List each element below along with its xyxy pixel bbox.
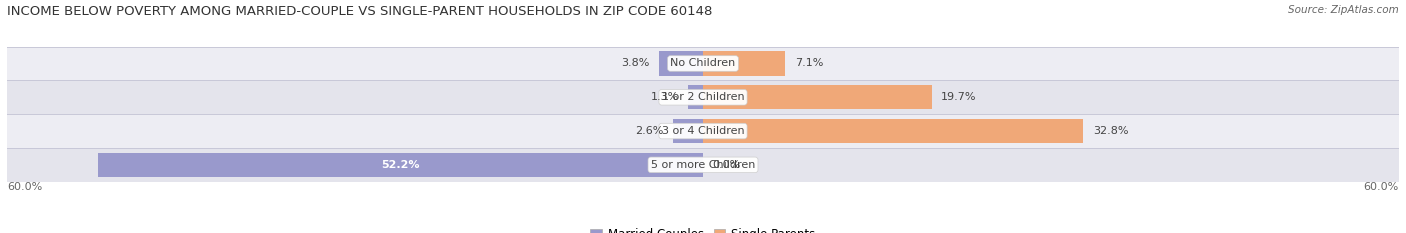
Text: 3.8%: 3.8% [621,58,650,69]
Text: 5 or more Children: 5 or more Children [651,160,755,170]
Text: 1 or 2 Children: 1 or 2 Children [662,92,744,102]
Text: 60.0%: 60.0% [1364,182,1399,192]
Bar [673,119,703,143]
Bar [703,51,786,76]
Bar [7,148,1399,182]
Legend: Married Couples, Single Parents: Married Couples, Single Parents [586,224,820,233]
Bar [703,85,932,110]
Bar [7,114,1399,148]
Text: 52.2%: 52.2% [381,160,419,170]
Text: 0.0%: 0.0% [713,160,741,170]
Bar [97,153,703,177]
Bar [659,51,703,76]
Text: INCOME BELOW POVERTY AMONG MARRIED-COUPLE VS SINGLE-PARENT HOUSEHOLDS IN ZIP COD: INCOME BELOW POVERTY AMONG MARRIED-COUPL… [7,5,713,18]
Bar [703,119,1084,143]
Text: 32.8%: 32.8% [1092,126,1128,136]
Bar [7,80,1399,114]
Text: 3 or 4 Children: 3 or 4 Children [662,126,744,136]
Text: Source: ZipAtlas.com: Source: ZipAtlas.com [1288,5,1399,15]
Bar [7,47,1399,80]
Text: 1.3%: 1.3% [651,92,679,102]
Text: 19.7%: 19.7% [941,92,976,102]
Text: No Children: No Children [671,58,735,69]
Bar [688,85,703,110]
Text: 60.0%: 60.0% [7,182,42,192]
Text: 7.1%: 7.1% [794,58,823,69]
Text: 2.6%: 2.6% [636,126,664,136]
